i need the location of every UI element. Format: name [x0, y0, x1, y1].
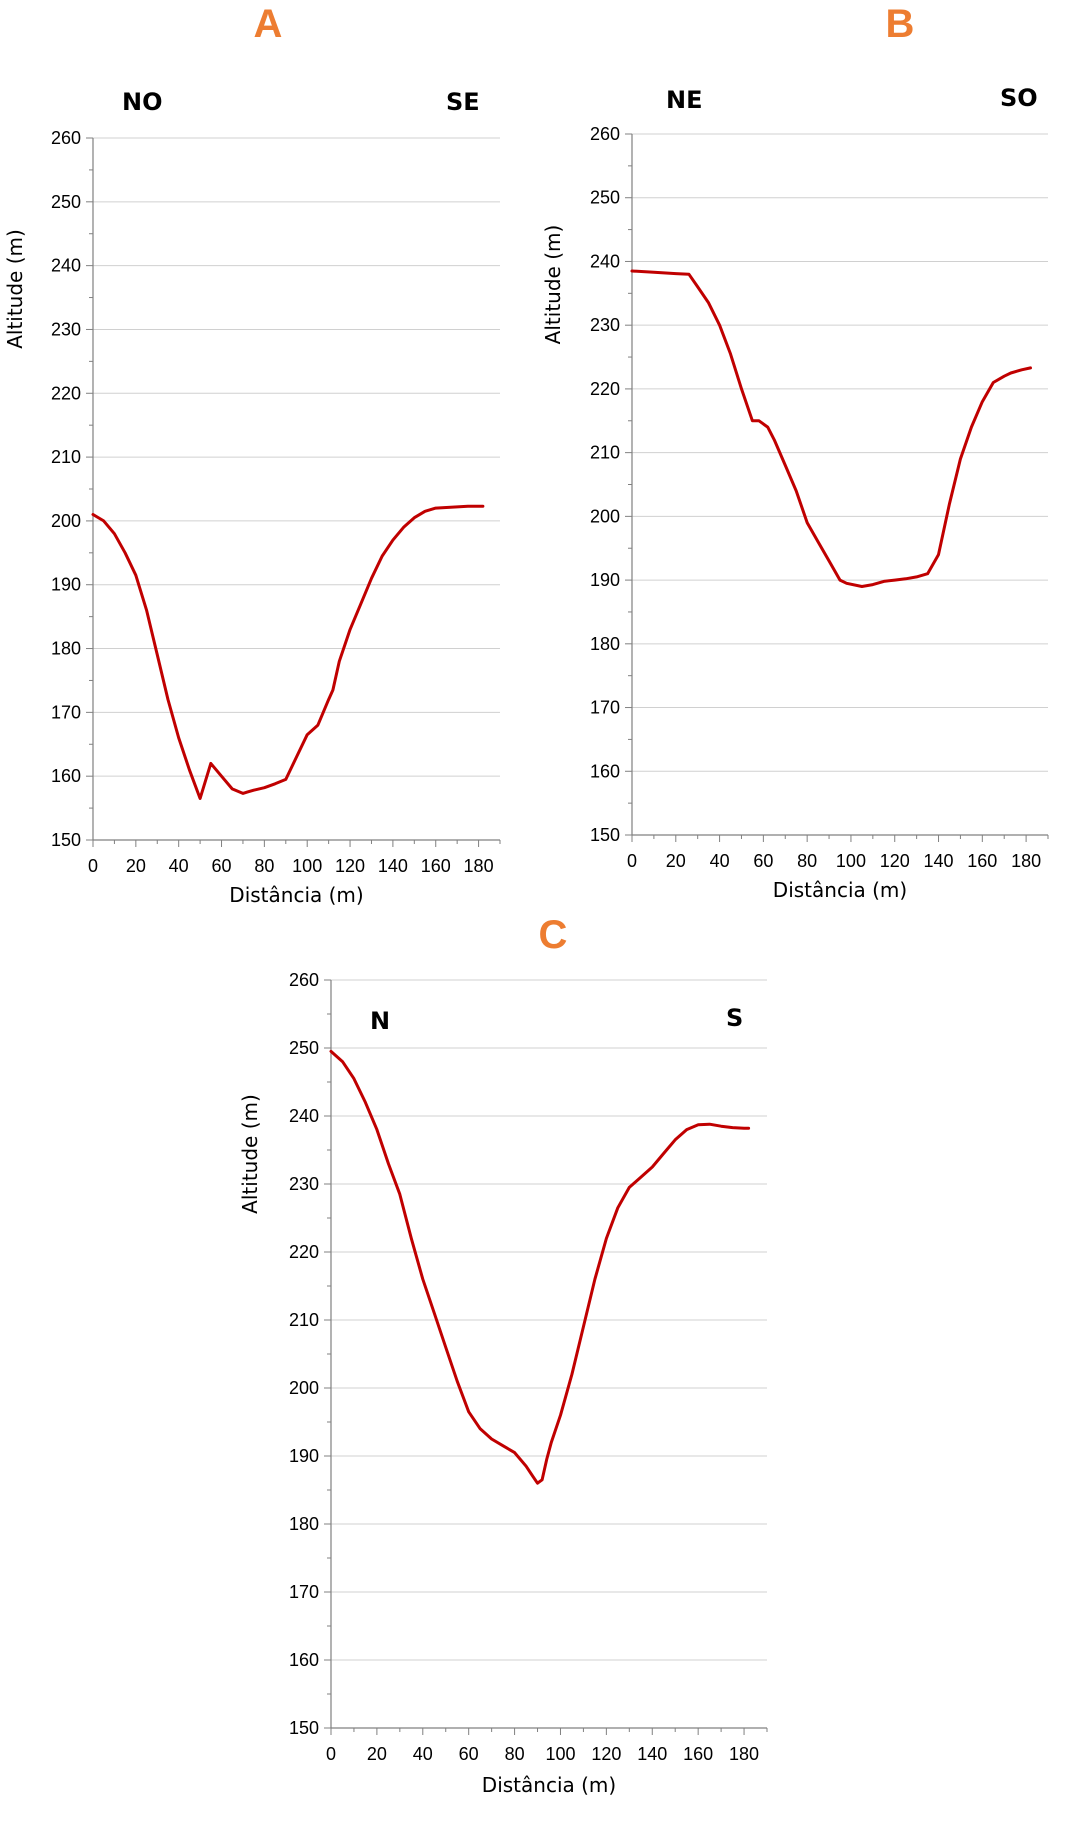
y-tick-label: 180 [289, 1514, 319, 1534]
direction-left-label: NO [122, 88, 163, 116]
x-tick-label: 120 [591, 1744, 621, 1764]
x-tick-label: 80 [505, 1744, 525, 1764]
direction-right-label: SE [446, 88, 480, 116]
x-tick-label: 180 [1011, 851, 1041, 871]
y-tick-label: 250 [590, 188, 620, 208]
x-tick-label: 0 [627, 851, 637, 871]
panel-letter: B [885, 2, 915, 46]
y-tick-label: 220 [289, 1242, 319, 1262]
x-tick-label: 20 [126, 856, 146, 876]
x-tick-label: 100 [836, 851, 866, 871]
y-tick-label: 160 [289, 1650, 319, 1670]
y-tick-label: 210 [51, 447, 81, 467]
x-tick-label: 0 [326, 1744, 336, 1764]
x-tick-label: 40 [169, 856, 189, 876]
y-tick-label: 190 [51, 575, 81, 595]
y-tick-label: 190 [289, 1446, 319, 1466]
x-tick-label: 60 [459, 1744, 479, 1764]
y-tick-label: 150 [590, 825, 620, 845]
y-tick-label: 260 [51, 128, 81, 148]
x-tick-label: 60 [753, 851, 773, 871]
y-tick-label: 230 [289, 1174, 319, 1194]
x-tick-label: 160 [421, 856, 451, 876]
y-tick-label: 170 [51, 702, 81, 722]
chart-svg: 150 160 170 180 190 200 210 220 230 240 250 260 0 20 4… [3, 128, 501, 907]
y-tick-label: 250 [51, 192, 81, 212]
y-tick-label: 150 [289, 1718, 319, 1738]
direction-left-label: NE [666, 86, 703, 114]
x-tick-label: 20 [367, 1744, 387, 1764]
y-tick-label: 240 [590, 251, 620, 271]
direction-left-label: N [370, 1007, 391, 1035]
y-tick-label: 260 [289, 970, 319, 990]
series-line [630, 269, 1032, 588]
y-tick-label: 210 [590, 443, 620, 463]
y-tick-label: 160 [51, 766, 81, 786]
x-tick-label: 100 [292, 856, 322, 876]
x-tick-label: 120 [335, 856, 365, 876]
x-tick-label: 60 [212, 856, 232, 876]
x-tick-label: 100 [545, 1744, 575, 1764]
panel-a: A NO SE 150 160 170 180 190 200 210 220 230 240 25… [0, 0, 520, 907]
y-tick-label: 200 [590, 506, 620, 526]
y-tick-label: 230 [51, 319, 81, 339]
y-tick-label: 160 [590, 761, 620, 781]
direction-right-label: S [726, 1004, 744, 1032]
y-tick-label: 220 [590, 379, 620, 399]
x-tick-label: 80 [797, 851, 817, 871]
x-tick-label: 20 [666, 851, 686, 871]
y-tick-label: 250 [289, 1038, 319, 1058]
x-tick-label: 40 [710, 851, 730, 871]
direction-right-label: SO [1000, 84, 1038, 112]
x-axis-title: Distância (m) [229, 883, 363, 907]
x-tick-label: 40 [413, 1744, 433, 1764]
x-tick-label: 180 [729, 1744, 759, 1764]
y-tick-label: 260 [590, 124, 620, 144]
x-axis-title: Distância (m) [482, 1773, 616, 1797]
y-tick-label: 190 [590, 570, 620, 590]
x-tick-label: 0 [88, 856, 98, 876]
y-tick-label: 210 [289, 1310, 319, 1330]
x-tick-label: 120 [880, 851, 910, 871]
x-tick-label: 180 [464, 856, 494, 876]
panel-b: B NE SO 150 160 170 180 190 200 210 220 230 240 25… [0, 0, 1069, 902]
chart-svg: 150 160 170 180 190 200 210 220 230 240 250 260 0 20 4… [541, 124, 1049, 902]
y-axis-title: Altitude (m) [238, 1094, 262, 1214]
y-tick-label: 170 [590, 698, 620, 718]
x-tick-label: 140 [924, 851, 954, 871]
series-line [91, 504, 485, 800]
y-tick-label: 200 [51, 511, 81, 531]
panel-letter: A [253, 2, 283, 46]
y-tick-label: 180 [590, 634, 620, 654]
x-tick-label: 160 [683, 1744, 713, 1764]
y-tick-label: 150 [51, 830, 81, 850]
y-tick-label: 230 [590, 315, 620, 335]
x-tick-label: 140 [637, 1744, 667, 1764]
y-tick-label: 240 [289, 1106, 319, 1126]
panel-letter: C [538, 913, 568, 957]
series-line [329, 1049, 751, 1485]
x-tick-label: 140 [378, 856, 408, 876]
y-axis-title: Altitude (m) [541, 225, 565, 345]
y-tick-label: 170 [289, 1582, 319, 1602]
x-axis-title: Distância (m) [773, 878, 907, 902]
x-tick-label: 80 [254, 856, 274, 876]
x-tick-label: 160 [967, 851, 997, 871]
y-axis-title: Altitude (m) [3, 229, 27, 349]
y-tick-label: 200 [289, 1378, 319, 1398]
y-tick-label: 240 [51, 256, 81, 276]
y-tick-label: 180 [51, 639, 81, 659]
y-tick-label: 220 [51, 383, 81, 403]
